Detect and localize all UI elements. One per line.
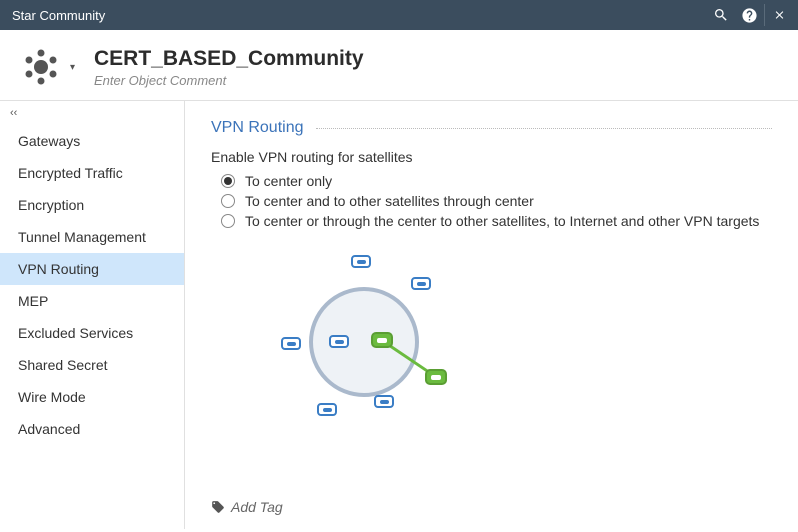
add-tag-button[interactable]: Add Tag — [211, 499, 283, 515]
add-tag-label: Add Tag — [231, 499, 283, 515]
object-name[interactable]: CERT_BASED_Community — [94, 47, 364, 71]
radio-label: To center only — [245, 173, 332, 189]
routing-option-1[interactable]: To center and to other satellites throug… — [221, 193, 772, 209]
nav-item-shared-secret[interactable]: Shared Secret — [0, 349, 184, 381]
section-title-text: VPN Routing — [211, 119, 304, 137]
active-node — [371, 332, 393, 348]
satellite-node — [281, 337, 301, 350]
radio-label: To center or through the center to other… — [245, 213, 759, 229]
sidebar: ‹‹ GatewaysEncrypted TrafficEncryptionTu… — [0, 101, 185, 529]
header: ▾ CERT_BASED_Community Enter Object Comm… — [0, 30, 798, 101]
nav-item-advanced[interactable]: Advanced — [0, 413, 184, 445]
radio-icon[interactable] — [221, 174, 235, 188]
icon-dropdown[interactable]: ▾ — [70, 62, 80, 73]
nav-item-encrypted-traffic[interactable]: Encrypted Traffic — [0, 157, 184, 189]
radio-label: To center and to other satellites throug… — [245, 193, 534, 209]
nav-item-vpn-routing[interactable]: VPN Routing — [0, 253, 184, 285]
active-node — [425, 369, 447, 385]
close-icon[interactable] — [764, 4, 786, 26]
routing-option-2[interactable]: To center or through the center to other… — [221, 213, 772, 229]
nav-item-mep[interactable]: MEP — [0, 285, 184, 317]
window-title: Star Community — [12, 8, 704, 23]
titlebar: Star Community — [0, 0, 798, 30]
search-icon[interactable] — [710, 4, 732, 26]
community-icon — [18, 44, 64, 90]
nav-item-wire-mode[interactable]: Wire Mode — [0, 381, 184, 413]
nav-list: GatewaysEncrypted TrafficEncryptionTunne… — [0, 125, 184, 445]
nav-item-gateways[interactable]: Gateways — [0, 125, 184, 157]
section-rule — [316, 128, 773, 129]
content-panel: VPN Routing Enable VPN routing for satel… — [185, 101, 798, 529]
nav-item-tunnel-management[interactable]: Tunnel Management — [0, 221, 184, 253]
help-icon[interactable] — [738, 4, 760, 26]
collapse-sidebar-icon[interactable]: ‹‹ — [0, 107, 184, 125]
header-titles: CERT_BASED_Community Enter Object Commen… — [94, 47, 364, 88]
satellite-node — [351, 255, 371, 268]
body: ‹‹ GatewaysEncrypted TrafficEncryptionTu… — [0, 101, 798, 529]
routing-option-0[interactable]: To center only — [221, 173, 772, 189]
tag-icon — [211, 500, 225, 514]
topology-diagram — [251, 247, 471, 417]
satellite-node — [411, 277, 431, 290]
satellite-node — [374, 395, 394, 408]
radio-icon[interactable] — [221, 194, 235, 208]
object-comment[interactable]: Enter Object Comment — [94, 73, 364, 88]
satellite-node — [329, 335, 349, 348]
nav-item-excluded-services[interactable]: Excluded Services — [0, 317, 184, 349]
enable-label: Enable VPN routing for satellites — [211, 149, 772, 165]
radio-group: To center only To center and to other sat… — [211, 173, 772, 229]
section-title: VPN Routing — [211, 119, 772, 137]
satellite-node — [317, 403, 337, 416]
radio-icon[interactable] — [221, 214, 235, 228]
nav-item-encryption[interactable]: Encryption — [0, 189, 184, 221]
diagram-hub — [309, 287, 419, 397]
